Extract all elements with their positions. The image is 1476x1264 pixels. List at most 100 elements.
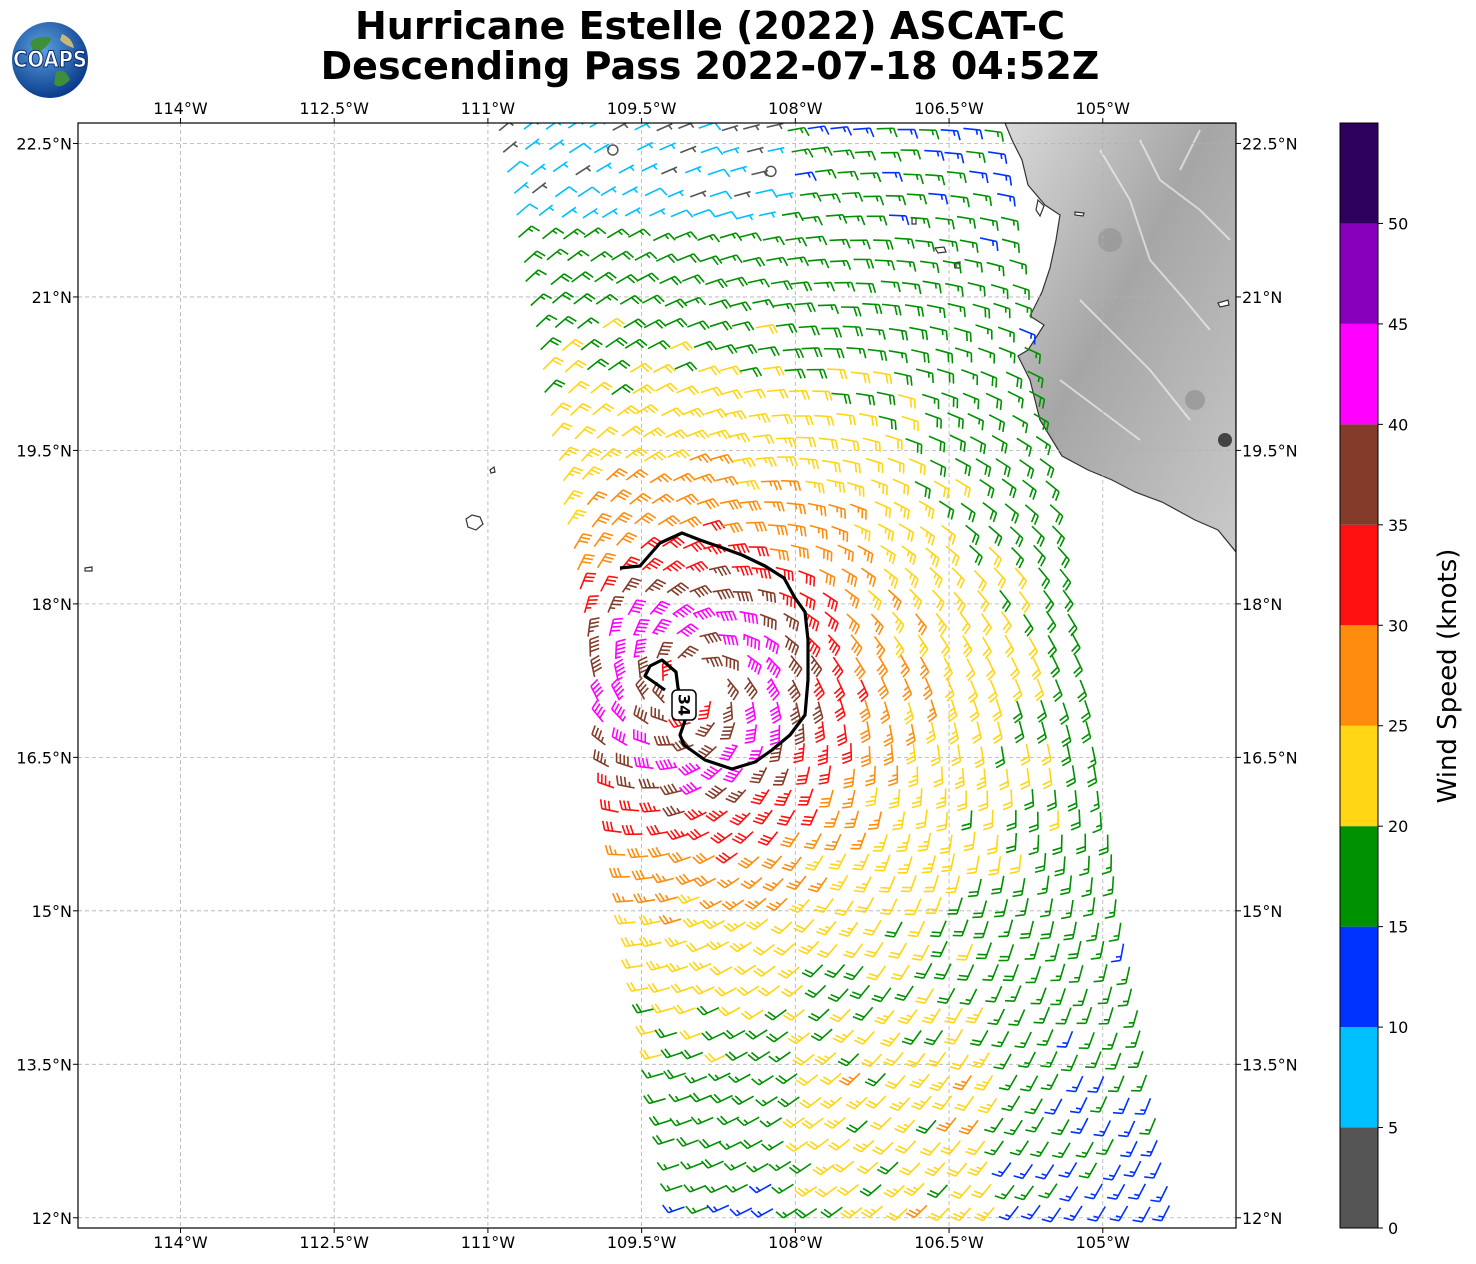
wind-barb [982, 810, 994, 831]
barb-feather [873, 994, 884, 1000]
barb-feather [858, 192, 864, 202]
barb-feather [795, 924, 806, 930]
barb-shaft [843, 724, 848, 742]
barb-half-feather [741, 813, 748, 818]
barb-feather [633, 893, 639, 903]
wind-barb [616, 405, 640, 417]
barb-feather [1003, 465, 1008, 476]
barb-feather [747, 613, 751, 623]
barb-shaft [913, 898, 922, 915]
wind-barb [751, 567, 772, 579]
barb-feather [722, 778, 733, 783]
barb-half-feather [934, 283, 937, 289]
barb-feather [658, 892, 666, 902]
barb-feather [699, 901, 708, 910]
barb-shaft [941, 392, 958, 400]
barb-feather [727, 771, 738, 777]
barb-feather [925, 733, 935, 741]
barb-shaft [1054, 679, 1063, 696]
barb-feather [1112, 1111, 1123, 1115]
barb-feather [814, 908, 824, 913]
wind-barb [726, 678, 739, 701]
barb-feather [681, 342, 690, 351]
barb-feather [711, 256, 719, 266]
wind-barb [1038, 567, 1051, 590]
barb-shaft [862, 1030, 875, 1045]
barb-feather [928, 715, 937, 723]
barb-feather [865, 1103, 875, 1109]
barb-feather [947, 711, 956, 719]
barb-shaft [582, 207, 598, 219]
barb-half-feather [643, 408, 649, 413]
barb-shaft [719, 499, 737, 505]
barb-feather [613, 617, 623, 621]
barb-feather [815, 192, 822, 202]
barb-feather [729, 819, 739, 826]
barb-half-feather [681, 653, 687, 658]
barb-feather [574, 338, 584, 346]
barb-feather [843, 953, 853, 959]
barb-half-feather [929, 707, 935, 712]
barb-half-feather [997, 1041, 1003, 1044]
wind-barb [704, 785, 727, 800]
wind-barb [659, 1183, 683, 1192]
barb-shaft [809, 524, 827, 531]
barb-feather [831, 644, 838, 654]
barb-shaft [929, 566, 943, 580]
barb-feather [920, 626, 928, 636]
barb-shaft [855, 392, 873, 397]
barb-shaft [590, 381, 605, 394]
wind-barb [1028, 636, 1039, 660]
barb-shaft [573, 533, 584, 549]
barb-half-feather [1020, 1042, 1026, 1045]
barb-feather [980, 600, 987, 610]
barb-feather [1134, 1112, 1145, 1115]
barb-feather [636, 638, 647, 642]
barb-feather [700, 610, 709, 619]
barb-shaft [875, 965, 887, 981]
barb-shaft [933, 480, 950, 491]
wind-barb [936, 788, 947, 809]
wind-barb [1042, 767, 1053, 790]
barb-feather [745, 732, 756, 736]
barb-feather [616, 706, 623, 716]
barb-feather [646, 778, 652, 789]
barb-shaft [903, 678, 913, 695]
barb-feather [552, 337, 562, 343]
barb-feather [704, 1054, 712, 1063]
barb-feather [954, 784, 965, 790]
barb-shaft [738, 1095, 755, 1106]
barb-feather [775, 644, 780, 655]
wind-barb [513, 181, 530, 194]
barb-feather [907, 530, 911, 540]
barb-feather [1067, 802, 1077, 808]
barb-shaft [790, 1117, 805, 1129]
wind-barb [652, 232, 676, 242]
barb-feather [692, 1092, 701, 1101]
barb-half-feather [673, 613, 679, 618]
barb-shaft [647, 339, 664, 350]
wind-barb [823, 810, 840, 828]
wind-barb [883, 568, 899, 589]
wind-barb [897, 128, 919, 139]
barb-feather [730, 344, 738, 354]
barb-shaft [708, 298, 726, 306]
barb-half-feather [736, 434, 741, 440]
wind-barb [778, 591, 796, 609]
barb-shaft [1051, 655, 1061, 672]
wind-barb [1036, 1029, 1054, 1046]
barb-feather [812, 645, 818, 655]
barb-feather [921, 871, 932, 874]
barb-shaft [980, 746, 985, 764]
barb-feather [1069, 1110, 1080, 1114]
barb-feather [965, 1020, 975, 1024]
barb-half-feather [997, 1170, 1004, 1174]
barb-shaft [593, 143, 610, 154]
barb-feather [874, 441, 878, 451]
wind-barb [1125, 1030, 1141, 1048]
barb-feather [1068, 624, 1076, 633]
wind-barb [1001, 1095, 1021, 1112]
wind-barb [624, 338, 648, 349]
wind-barb [943, 657, 954, 681]
barb-shaft [867, 1184, 882, 1197]
